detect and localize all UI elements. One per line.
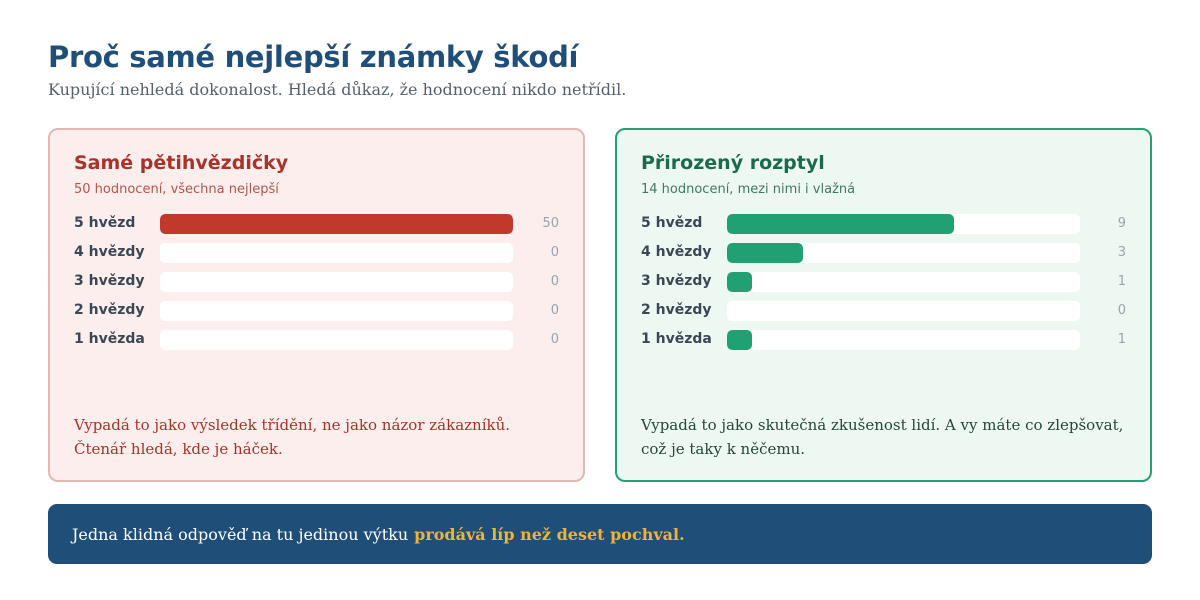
- rating-row: 3 hvězdy 0: [74, 271, 559, 300]
- card-note: Vypadá to jako výsledek třídění, ne jako…: [74, 416, 511, 458]
- page-title: Proč samé nejlepší známky škodí: [48, 40, 579, 74]
- rating-bar-track: [160, 301, 513, 321]
- bottom-banner: Jedna klidná odpověď na tu jedinou výtku…: [48, 504, 1152, 564]
- rating-count: 1: [1117, 332, 1126, 347]
- card-title: Přirozený rozptyl: [641, 152, 825, 174]
- rating-row: 2 hvězdy 0: [641, 300, 1126, 329]
- rating-count: 3: [1117, 245, 1126, 260]
- rating-count: 0: [550, 332, 559, 347]
- rating-row: 1 hvězda 0: [74, 329, 559, 358]
- card-subtitle: 50 hodnocení, všechna nejlepší: [74, 182, 279, 197]
- rating-bar: [727, 243, 803, 263]
- rating-label: 5 hvězd: [641, 215, 703, 231]
- rating-bar-track: [160, 243, 513, 263]
- rating-row: 5 hvězd 50: [74, 213, 559, 242]
- page-subtitle: Kupující nehledá dokonalost. Hledá důkaz…: [48, 80, 627, 99]
- rating-label: 4 hvězdy: [641, 244, 712, 260]
- card-subtitle: 14 hodnocení, mezi nimi i vlažná: [641, 182, 856, 197]
- card-note: Vypadá to jako skutečná zkušenost lidí. …: [641, 416, 1124, 458]
- rating-bar-track: [160, 330, 513, 350]
- rating-row: 3 hvězdy 1: [641, 271, 1126, 300]
- rating-bar-track: [727, 272, 1080, 292]
- card-natural-spread: Přirozený rozptyl 14 hodnocení, mezi nim…: [615, 128, 1152, 482]
- rating-row: 1 hvězda 1: [641, 329, 1126, 358]
- card-title: Samé pětihvězdičky: [74, 152, 289, 174]
- rating-distribution: 5 hvězd 50 4 hvězdy 0 3 hvězdy 0 2 hvězdy 0 1 hv…: [74, 213, 559, 358]
- rating-count: 50: [542, 216, 559, 231]
- rating-label: 1 hvězda: [74, 331, 145, 347]
- rating-distribution: 5 hvězd 9 4 hvězdy 3 3 hvězdy 1 2 hvězdy 0 1 hvě…: [641, 213, 1126, 358]
- rating-count: 0: [550, 303, 559, 318]
- comparison-cards: Samé pětihvězdičky 50 hodnocení, všechna…: [48, 128, 1152, 482]
- rating-bar-track: [727, 214, 1080, 234]
- banner-text: Jedna klidná odpověď na tu jedinou výtku: [72, 524, 409, 544]
- rating-label: 3 hvězdy: [641, 273, 712, 289]
- rating-bar: [160, 214, 513, 234]
- rating-row: 4 hvězdy 0: [74, 242, 559, 271]
- rating-bar: [727, 214, 954, 234]
- rating-bar: [727, 272, 753, 292]
- rating-label: 1 hvězda: [641, 331, 712, 347]
- rating-label: 4 hvězdy: [74, 244, 145, 260]
- rating-label: 3 hvězdy: [74, 273, 145, 289]
- rating-count: 0: [550, 245, 559, 260]
- rating-count: 0: [1117, 303, 1126, 318]
- rating-bar-track: [160, 272, 513, 292]
- rating-label: 2 hvězdy: [74, 302, 145, 318]
- rating-row: 5 hvězd 9: [641, 213, 1126, 242]
- rating-row: 2 hvězdy 0: [74, 300, 559, 329]
- rating-bar-track: [727, 243, 1080, 263]
- banner-highlight: prodává líp než deset pochval.: [414, 524, 685, 544]
- page: Proč samé nejlepší známky škodí Kupující…: [48, 40, 1152, 482]
- rating-count: 9: [1117, 216, 1126, 231]
- rating-bar: [727, 330, 753, 350]
- rating-count: 0: [550, 274, 559, 289]
- rating-row: 4 hvězdy 3: [641, 242, 1126, 271]
- card-all-five-stars: Samé pětihvězdičky 50 hodnocení, všechna…: [48, 128, 585, 482]
- rating-label: 5 hvězd: [74, 215, 136, 231]
- rating-bar-track: [727, 330, 1080, 350]
- rating-label: 2 hvězdy: [641, 302, 712, 318]
- rating-count: 1: [1117, 274, 1126, 289]
- rating-bar-track: [727, 301, 1080, 321]
- rating-bar-track: [160, 214, 513, 234]
